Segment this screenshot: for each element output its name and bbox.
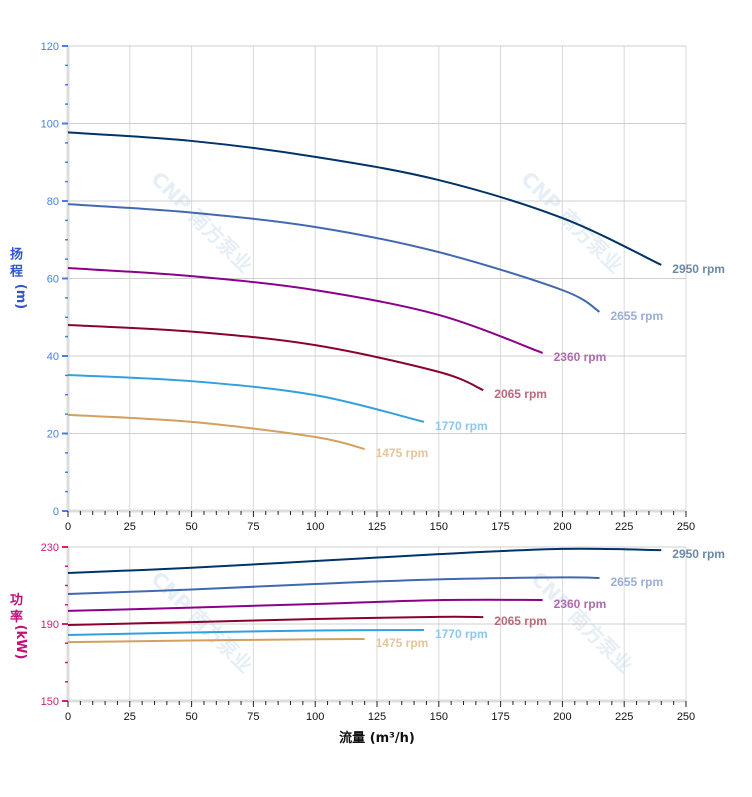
series-label: 1770 rpm	[435, 419, 488, 433]
series-label: 2950 rpm	[672, 262, 725, 276]
y-tick-label: 190	[41, 619, 59, 631]
x-tick-label: 175	[491, 711, 509, 723]
series-line-1770-rpm	[67, 373, 425, 423]
series-line-2065-rpm	[67, 324, 484, 392]
series-label: 1475 rpm	[376, 636, 429, 650]
watermark-logo: CNP 南方泵业	[146, 167, 257, 278]
x-tick-label: 150	[430, 711, 448, 723]
x-tick-label: 75	[247, 711, 259, 723]
power-chart: 150 190 230 0 25 50 75 100 125 150 175 200 225 250 功率(…	[10, 542, 725, 746]
series-line-1770-rpm	[67, 628, 424, 636]
y-axis-label-char: 功	[10, 593, 23, 608]
x-tick-label: 225	[615, 711, 633, 723]
head-chart: 0 20 40 60 80 100 120 0 25 50 75 100 125 150 175 200 225…	[10, 41, 725, 533]
x-tick-label: 250	[677, 521, 695, 533]
y-axis-label-char: 率	[10, 609, 23, 625]
x-tick-label: 25	[124, 521, 136, 533]
x-tick-label: 125	[368, 711, 386, 723]
series-label: 2655 rpm	[610, 575, 663, 589]
y-tick-label: 60	[47, 274, 59, 286]
series-line-2655-rpm	[67, 203, 601, 313]
x-tick-label: 0	[65, 711, 71, 723]
y-tick-label: 80	[47, 196, 59, 208]
y-tick-label: 40	[47, 351, 59, 363]
x-tick-label: 200	[553, 521, 571, 533]
series-line-2655-rpm	[67, 576, 600, 595]
y-tick-label: 20	[47, 429, 59, 441]
series-label: 2950 rpm	[672, 547, 725, 561]
x-tick-label: 225	[615, 521, 633, 533]
y-axis-label-unit: (kW)	[13, 625, 28, 660]
x-tick-label: 0	[65, 521, 71, 533]
y-axis-label-char: 程	[10, 265, 23, 280]
x-tick-label: 100	[306, 711, 324, 723]
x-tick-label: 250	[677, 711, 695, 723]
y-tick-label: 120	[41, 41, 59, 53]
series-label: 2065 rpm	[494, 614, 547, 628]
series-line-2360-rpm	[67, 267, 543, 354]
y-tick-label: 150	[41, 696, 59, 708]
x-tick-label: 125	[368, 521, 386, 533]
x-tick-label: 150	[430, 521, 448, 533]
x-tick-label: 50	[185, 521, 197, 533]
series-line-1475-rpm	[67, 638, 365, 644]
y-tick-label: 230	[41, 542, 59, 554]
series-line-2065-rpm	[67, 615, 484, 626]
x-tick-label: 75	[247, 521, 259, 533]
x-tick-label: 175	[491, 521, 509, 533]
series-line-1475-rpm	[67, 413, 365, 450]
series-line-2950-rpm	[67, 547, 662, 574]
series-label: 1770 rpm	[435, 627, 488, 641]
x-tick-label: 200	[553, 711, 571, 723]
series-label: 2360 rpm	[554, 350, 607, 364]
x-axis-label: 流量 (m³/h)	[339, 730, 415, 746]
y-tick-label: 0	[53, 506, 59, 518]
series-line-2360-rpm	[67, 598, 543, 612]
x-tick-label: 25	[124, 711, 136, 723]
y-tick-label: 100	[41, 119, 59, 131]
series-label: 1475 rpm	[376, 446, 429, 460]
series-label: 2360 rpm	[554, 597, 607, 611]
y-axis-label-unit: (m)	[13, 284, 28, 309]
x-tick-label: 50	[185, 711, 197, 723]
series-line-2950-rpm	[67, 131, 662, 266]
series-label: 2655 rpm	[610, 309, 663, 323]
series-label: 2065 rpm	[494, 387, 547, 401]
y-axis-label-char: 扬	[10, 247, 23, 263]
x-tick-label: 100	[306, 521, 324, 533]
